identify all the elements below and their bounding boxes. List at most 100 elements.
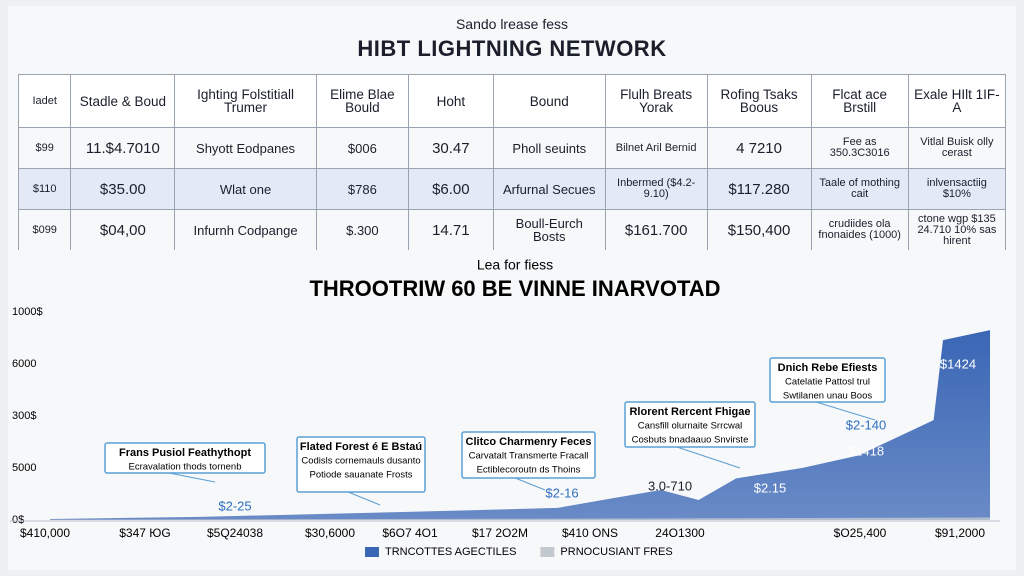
table-cell: $.300: [315, 209, 409, 251]
callout-value: $2-25: [218, 498, 251, 513]
callout-text: Swtilanen unau Boos: [783, 391, 873, 402]
x-tick-label: $6O7 4O1: [382, 526, 438, 540]
callout-box: [104, 442, 266, 474]
table-cell: $99: [17, 127, 72, 169]
y-tick-label: 5000: [12, 462, 36, 474]
table-cell: Taale of mothing cait: [810, 168, 909, 210]
y-tick-label: 0$: [12, 514, 24, 526]
table-cell: Pholl seuints: [492, 127, 606, 169]
table-cell: Fee as 350.3C3016: [810, 127, 909, 169]
table-cell: $04,00: [70, 209, 176, 251]
table-cell: Vitlal Buisk olly cerast: [907, 127, 1007, 169]
callout-line: [676, 446, 741, 469]
table-cell: Inbermed ($4.2-9.10): [604, 168, 708, 210]
legend-label: TRNCOTTES AGECTILES: [385, 546, 516, 558]
callout-line: [815, 401, 876, 421]
header-cell: Flcat ace Brstill: [810, 74, 909, 128]
table-cell: $110: [17, 168, 72, 210]
chart-title: THROOTRIW 60 BE VINNE INARVOTAD: [309, 276, 720, 301]
header-cell: Rofing Tsaks Boous: [706, 74, 812, 128]
header-cell: Ighting Folstitiall Trumer: [174, 74, 317, 128]
callout-line: [168, 472, 216, 483]
callout-box: [769, 357, 886, 403]
chart-subtitle: Lea for fiess: [477, 257, 553, 273]
x-tick-label: 24O1300: [655, 526, 705, 540]
y-tick-label: 6000: [12, 358, 36, 370]
legend-swatch: [365, 547, 379, 557]
table-cell: 4 7210: [706, 127, 812, 169]
x-tick-label: $410 ONS: [562, 526, 618, 540]
chart: Lea for fiess THROOTRIW 60 BE VINNE INAR…: [8, 250, 1016, 570]
table-cell: Boull-Eurch Bosts: [492, 209, 606, 251]
callout-box: [461, 431, 596, 479]
header-cell: Bound: [492, 74, 606, 128]
area: [50, 330, 990, 520]
x-tick-label: $17 2O2M: [472, 526, 528, 540]
callout-text: Ecravalation thods tornenb: [128, 462, 241, 473]
callout-value: $2.15: [754, 480, 787, 495]
table-row: $99 11.$4.7010 Shyott Eodpanes $006 30.47 Pho…: [17, 127, 1007, 169]
table-body: $99 11.$4.7010 Shyott Eodpanes $006 30.47 Pho…: [17, 127, 1007, 251]
table-cell: Infurnh Codpange: [174, 209, 317, 251]
callout-text: Carvatalt Transmerte Fracall: [469, 451, 589, 462]
callout-text: Frans Pusiol Feathythopt: [119, 447, 251, 459]
x-tick-label: $5Q24038: [207, 526, 263, 540]
x-tick-label: $30,6000: [305, 526, 355, 540]
point-label: $1418: [848, 443, 884, 458]
table: Iadet Stadle & Boud Ighting Folstitiall Tr…: [17, 74, 1007, 251]
x-tick-label: $91,2000: [935, 526, 985, 540]
table-cell: $161.700: [604, 209, 708, 251]
point-label: 3.0-710: [648, 478, 692, 493]
callout-text: Dnich Rebe Efiests: [778, 362, 878, 374]
table-cell: 14.71: [407, 209, 494, 251]
header-cell: Exale HIlt 1IF-A: [907, 74, 1007, 128]
point-label: $1424: [940, 356, 976, 371]
callout-text: Cosbuts bnadaauo Snvirste: [632, 435, 749, 446]
callout-text: Flated Forest é E Bstaú: [300, 441, 422, 453]
table-cell: $099: [17, 209, 72, 251]
y-tick-label: 1000$: [12, 306, 43, 318]
callout-box: [296, 436, 426, 493]
x-tick-label: $O25,400: [834, 526, 887, 540]
callout-text: Rlorent Rercent Fhigae: [629, 406, 750, 418]
x-tick-label: $410,000: [20, 526, 70, 540]
header-cell: Stadle & Boud: [70, 74, 176, 128]
header-cell: Elime Blae Bould: [315, 74, 409, 128]
table-cell: 30.47: [407, 127, 494, 169]
callout-text: Clitco Charmenry Feces: [466, 436, 592, 448]
callout-box: [624, 401, 756, 448]
table-cell: $150,400: [706, 209, 812, 251]
x-tick-label: $347 ЮG: [119, 526, 171, 540]
callout-value: $2-140: [846, 417, 886, 432]
callout-text: Ectiblecoroutn ds Thoins: [477, 465, 581, 476]
table-subtitle: Sando lrease fess: [455, 16, 569, 32]
table-cell: $35.00: [70, 168, 176, 210]
header-row: Iadet Stadle & Boud Ighting Folstitiall Tr…: [17, 74, 1007, 128]
table-cell: $786: [315, 168, 409, 210]
table-row: $110 $35.00 Wlat one $786 $6.00 Arfurnal Secu…: [17, 168, 1007, 210]
table-title: HIBT LIGHTNING NETWORK: [357, 36, 667, 61]
callout-line: [348, 491, 381, 506]
table-cell: crudiides ola fnonaides (1000): [810, 209, 909, 251]
table-cell: Arfurnal Secues: [492, 168, 606, 210]
area: [50, 517, 990, 520]
header-cell: Hoht: [407, 74, 494, 128]
table-cell: ctone wgp $135 24.710 10% sas hirent: [907, 209, 1007, 251]
legend-swatch: [540, 547, 555, 557]
callout-text: Catelatie Pattosl trul: [785, 377, 870, 388]
callout-text: Potiode sauanate Frosts: [310, 470, 413, 481]
table-row: $099 $04,00 Infurnh Codpange $.300 14.71 Boul…: [17, 209, 1007, 251]
table-cell: $006: [315, 127, 409, 169]
header-cell: Flulh Breats Yorak: [604, 74, 708, 128]
table-cell: Shyott Eodpanes: [174, 127, 317, 169]
table-cell: Bilnet Aril Bernid: [604, 127, 708, 169]
y-tick-label: 300$: [12, 410, 36, 422]
legend-label: PRNOCUSIANT FRES: [560, 546, 672, 558]
table-cell: inlvensactiig $10%: [907, 168, 1007, 210]
callout-value: $2-16: [545, 485, 578, 500]
header-cell: Iadet: [17, 74, 72, 128]
callout-line: [515, 477, 546, 491]
table-cell: 11.$4.7010: [70, 127, 176, 169]
callout-text: Codisls cornemauls dusanto: [301, 456, 420, 467]
